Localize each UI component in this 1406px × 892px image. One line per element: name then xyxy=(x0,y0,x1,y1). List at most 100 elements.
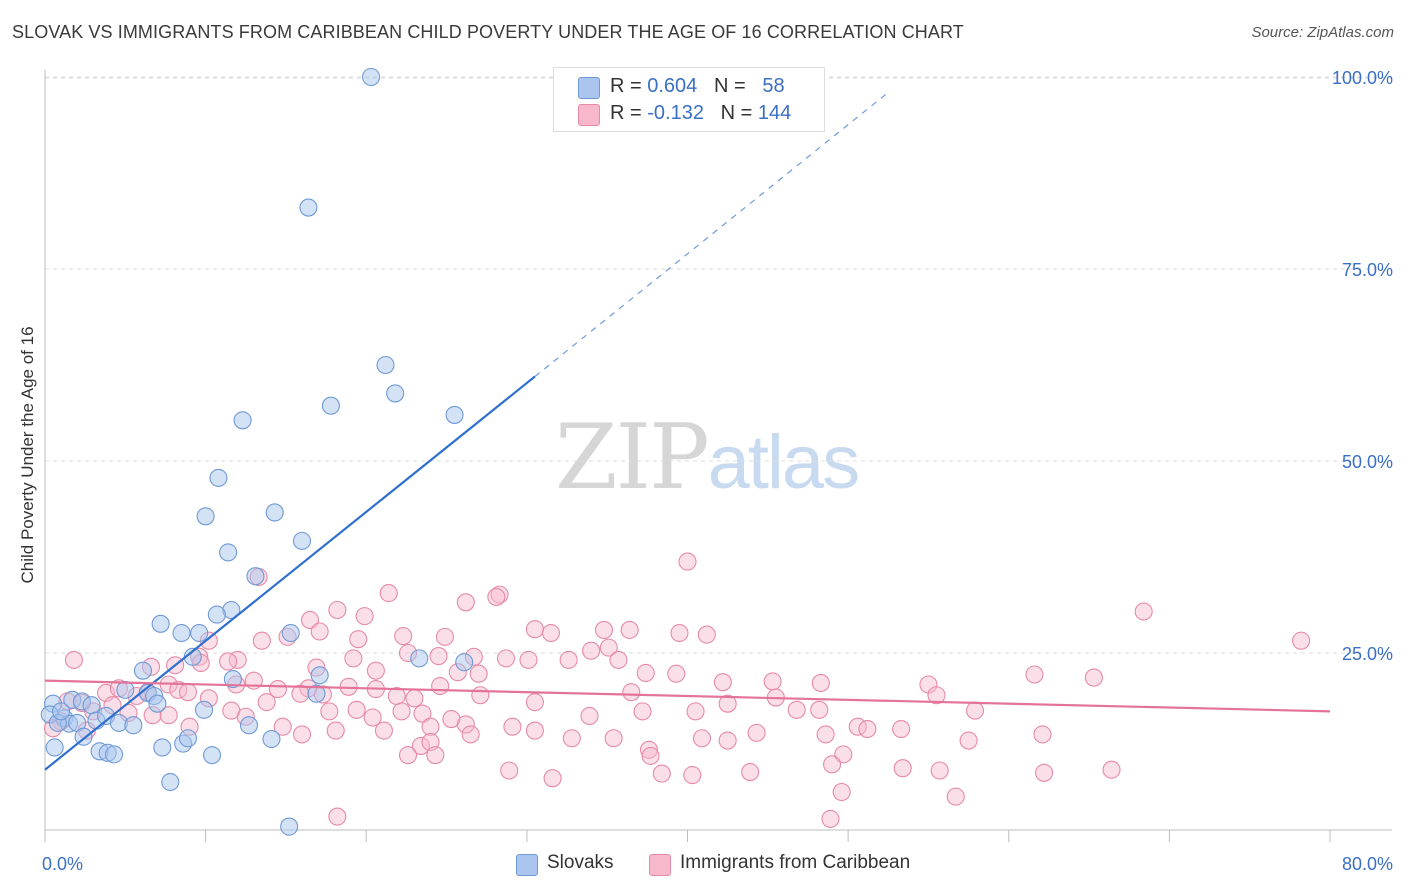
point-slovaks xyxy=(52,702,71,721)
point-caribbean xyxy=(252,631,271,650)
y-tick-label: 25.0% xyxy=(1342,644,1393,664)
point-slovaks xyxy=(209,468,228,487)
point-caribbean xyxy=(1102,760,1121,779)
point-slovaks xyxy=(292,531,312,550)
point-caribbean xyxy=(394,627,413,646)
point-caribbean xyxy=(678,552,697,571)
point-slovaks xyxy=(280,817,299,836)
point-slovaks xyxy=(281,623,300,643)
point-caribbean xyxy=(543,769,562,788)
point-caribbean xyxy=(273,717,292,736)
point-caribbean xyxy=(328,807,347,826)
point-caribbean xyxy=(471,686,490,705)
point-caribbean xyxy=(810,700,829,719)
legend-swatch-caribbean-bottom xyxy=(649,854,671,876)
point-slovaks xyxy=(153,738,172,757)
point-slovaks xyxy=(376,355,395,375)
point-caribbean xyxy=(435,627,455,646)
point-caribbean xyxy=(349,630,368,649)
point-slovaks xyxy=(321,396,340,415)
point-caribbean xyxy=(692,729,712,748)
point-caribbean xyxy=(683,766,702,785)
point-caribbean xyxy=(582,641,601,660)
point-caribbean xyxy=(959,731,978,750)
point-caribbean xyxy=(363,708,382,727)
point-slovaks xyxy=(246,567,265,586)
point-caribbean xyxy=(355,607,374,626)
point-caribbean xyxy=(431,676,450,696)
point-caribbean xyxy=(652,764,671,783)
point-caribbean xyxy=(832,782,851,802)
point-caribbean xyxy=(641,746,660,765)
trendline-caribbean xyxy=(44,679,1331,713)
point-slovaks xyxy=(161,772,180,792)
point-caribbean xyxy=(1084,668,1103,687)
point-caribbean xyxy=(580,706,599,726)
point-caribbean xyxy=(858,719,877,739)
point-caribbean xyxy=(64,650,83,669)
source-label: Source: ZipAtlas.com xyxy=(1251,24,1394,41)
point-caribbean xyxy=(525,620,544,639)
point-caribbean xyxy=(310,622,329,641)
point-caribbean xyxy=(228,650,247,669)
point-caribbean xyxy=(503,717,522,736)
point-slovaks xyxy=(196,507,215,526)
point-caribbean xyxy=(787,700,806,719)
point-caribbean xyxy=(823,755,842,774)
point-caribbean xyxy=(525,721,544,740)
point-caribbean xyxy=(697,625,716,644)
legend-label-caribbean: Immigrants from Caribbean xyxy=(680,852,911,873)
point-caribbean xyxy=(965,701,985,720)
point-caribbean xyxy=(411,736,430,755)
point-caribbean xyxy=(594,620,614,640)
point-caribbean xyxy=(429,647,448,666)
point-caribbean xyxy=(421,717,440,736)
x-tick-label: 80.0% xyxy=(1342,854,1393,874)
y-tick-label: 50.0% xyxy=(1342,452,1393,472)
point-slovaks xyxy=(190,623,209,643)
point-slovaks xyxy=(445,405,464,424)
point-caribbean xyxy=(219,652,238,671)
point-caribbean xyxy=(741,762,760,782)
point-caribbean xyxy=(326,721,345,740)
point-caribbean xyxy=(667,664,686,683)
point-slovaks xyxy=(124,716,143,735)
point-caribbean xyxy=(500,761,519,780)
point-caribbean xyxy=(811,673,830,693)
point-caribbean xyxy=(713,673,732,692)
point-caribbean xyxy=(930,761,949,780)
point-caribbean xyxy=(328,600,347,620)
point-caribbean xyxy=(461,725,480,744)
point-caribbean xyxy=(374,721,393,740)
point-caribbean xyxy=(639,740,659,759)
point-caribbean xyxy=(1033,725,1052,744)
legend-label-slovaks: Slovaks xyxy=(547,852,614,873)
point-slovaks xyxy=(194,700,214,719)
point-caribbean xyxy=(320,702,339,721)
point-caribbean xyxy=(599,638,618,657)
point-caribbean xyxy=(927,686,946,705)
point-slovaks xyxy=(207,605,226,624)
point-slovaks xyxy=(265,503,284,522)
y-tick-label: 75.0% xyxy=(1342,260,1393,280)
point-caribbean xyxy=(456,715,475,734)
point-caribbean xyxy=(519,650,538,669)
legend-swatch-caribbean xyxy=(578,104,600,126)
point-caribbean xyxy=(1134,602,1153,621)
legend-stats-slovaks: R = 0.604 N = 58 xyxy=(610,75,785,97)
point-slovaks xyxy=(133,661,153,680)
point-caribbean xyxy=(490,585,509,604)
point-slovaks xyxy=(386,384,405,403)
point-caribbean xyxy=(426,746,445,765)
chart-title: SLOVAK VS IMMIGRANTS FROM CARIBBEAN CHIL… xyxy=(12,22,964,42)
y-tick-label: 100.0% xyxy=(1332,68,1393,88)
legend-stats-caribbean: R = -0.132 N = 144 xyxy=(610,102,792,124)
legend-swatch-slovaks-bottom xyxy=(516,854,538,876)
point-caribbean xyxy=(620,620,639,640)
point-caribbean xyxy=(541,623,561,643)
point-caribbean xyxy=(1292,631,1311,650)
point-slovaks xyxy=(45,738,64,757)
point-caribbean xyxy=(413,704,432,723)
point-slovaks xyxy=(105,745,124,764)
